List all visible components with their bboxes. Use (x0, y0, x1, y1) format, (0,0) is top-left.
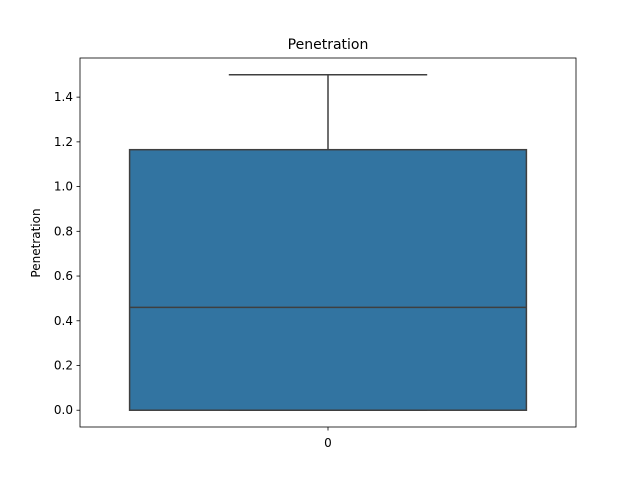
y-tick-label: 0.0 (54, 403, 73, 417)
box-iqr (128, 148, 528, 411)
y-tick-label: 0.2 (54, 359, 73, 373)
y-tick-label: 0.6 (54, 269, 73, 283)
chart-title: Penetration (288, 37, 369, 53)
x-tick-label: 0 (324, 436, 332, 450)
y-tick-label: 1.0 (54, 180, 73, 194)
plot-area: 0.0 0.2 0.4 0.6 0.8 1.0 1.2 1.4 0 (54, 57, 577, 450)
y-tick-label: 0.8 (54, 224, 73, 238)
y-tick-label: 0.4 (54, 314, 73, 328)
y-axis-label: Penetration (29, 208, 43, 277)
y-tick-label: 1.4 (54, 90, 73, 104)
y-tick-label: 1.2 (54, 135, 73, 149)
